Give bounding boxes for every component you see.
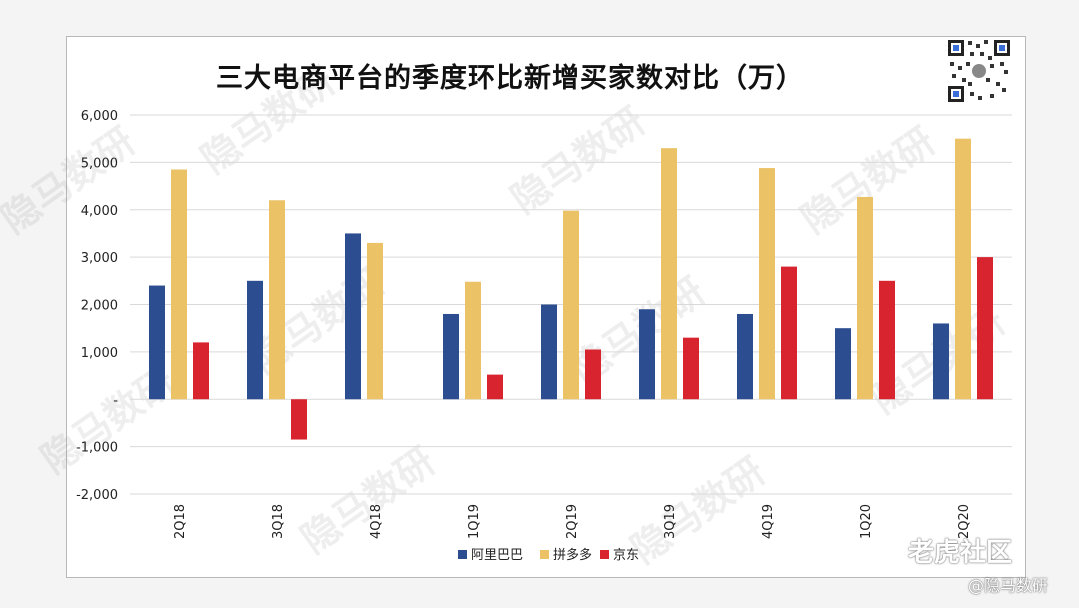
bar <box>367 242 383 400</box>
x-tick-label: 4Q19 <box>761 504 776 539</box>
y-tick-label: 5,000 <box>81 156 118 171</box>
x-tick-label: 4Q18 <box>369 504 384 539</box>
bar <box>193 342 209 400</box>
y-tick-label: 6,000 <box>81 109 118 124</box>
y-tick-label: 4,000 <box>81 204 118 219</box>
legend-label: 拼多多 <box>553 547 592 563</box>
bar <box>835 328 851 400</box>
bar <box>585 349 601 400</box>
bar <box>955 138 971 400</box>
y-tick-label: -1,000 <box>76 441 118 456</box>
x-tick-label: 1Q19 <box>467 504 482 539</box>
bar <box>781 266 797 400</box>
x-axis-ticks: 2Q18 3Q18 4Q18 1Q19 2Q19 3Q19 4Q19 1Q20 2Q20 <box>173 504 972 539</box>
bar <box>269 200 285 400</box>
bar <box>977 257 993 400</box>
bar <box>443 313 459 400</box>
bar <box>149 285 165 400</box>
qr-code-icon <box>946 38 1012 104</box>
bar <box>857 196 873 400</box>
bar <box>759 168 775 400</box>
bar <box>247 280 263 400</box>
legend: 阿里巴巴 拼多多 京东 <box>458 547 639 563</box>
bar <box>737 313 753 400</box>
tiger-community-watermark: 老虎社区 <box>908 538 1013 568</box>
bar <box>465 281 481 400</box>
bar <box>487 374 503 400</box>
chart-title: 三大电商平台的季度环比新增买家数对比（万） <box>216 63 804 94</box>
y-tick-label: -2,000 <box>76 488 118 503</box>
x-tick-label: 2Q18 <box>173 504 188 539</box>
bar <box>171 169 187 400</box>
bar <box>563 210 579 400</box>
bar <box>291 399 307 440</box>
y-tick-label: 3,000 <box>81 251 118 266</box>
y-tick-label: - <box>113 393 118 408</box>
bar <box>661 148 677 400</box>
legend-swatch <box>458 550 467 559</box>
x-tick-label: 3Q19 <box>663 504 678 539</box>
bar <box>879 280 895 400</box>
bar <box>683 337 699 400</box>
legend-swatch <box>600 550 609 559</box>
legend-label: 京东 <box>613 548 639 563</box>
bar <box>541 304 557 400</box>
y-axis-ticks: 6,000 5,000 4,000 3,000 2,000 1,000 - -1,000 -2,… <box>76 109 118 503</box>
bars <box>149 138 993 440</box>
bar <box>933 323 949 400</box>
x-tick-label: 3Q18 <box>271 504 286 539</box>
bar <box>639 309 655 400</box>
x-tick-label: 1Q20 <box>859 504 874 539</box>
legend-label: 阿里巴巴 <box>471 548 523 563</box>
bar <box>345 233 361 400</box>
legend-swatch <box>540 550 549 559</box>
y-tick-label: 1,000 <box>81 346 118 361</box>
author-handle: @隐马数研 <box>968 576 1049 595</box>
x-tick-label: 2Q19 <box>565 504 580 539</box>
x-tick-label: 2Q20 <box>957 504 972 539</box>
y-tick-label: 2,000 <box>81 299 118 314</box>
